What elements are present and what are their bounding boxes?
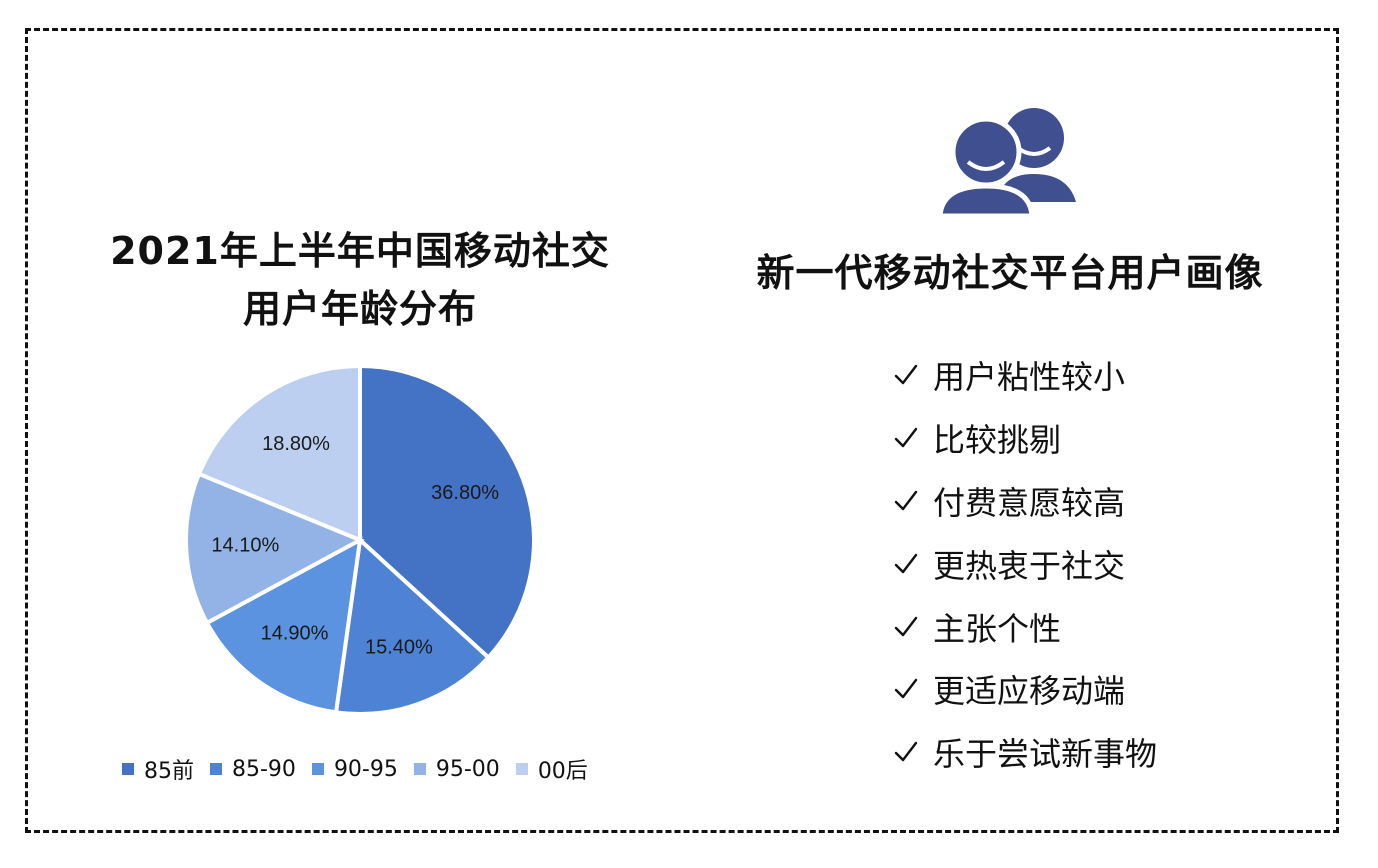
age-distribution-pie-chart: 36.80% 15.40% 14.90% 14.10% 18.80% [184, 363, 536, 716]
check-icon [894, 553, 918, 573]
legend-item-1: 85-90 [210, 757, 296, 782]
legend-item-3: 95-00 [413, 756, 500, 782]
legend-item-2: 90-95 [311, 756, 398, 782]
check-icon [894, 679, 918, 699]
pie-slice-3 [184, 471, 365, 626]
trait-item-2: 付费意愿较高 [893, 470, 1157, 533]
check-icon [894, 490, 918, 511]
trait-label: 比较挑剔 [933, 421, 1062, 460]
trait-label: 付费意愿较高 [933, 483, 1126, 522]
legend-swatch-2 [311, 763, 324, 775]
pie-slice-4 [196, 363, 362, 543]
dashed-frame [25, 28, 1339, 833]
pie-label-0: 36.80% [431, 482, 499, 504]
legend-label-2: 90-95 [333, 756, 398, 782]
chart-legend: 85前 85-90 90-95 95-00 00后 [122, 753, 604, 785]
pie-label-2: 14.90% [261, 623, 329, 645]
trait-label: 更适应移动端 [933, 672, 1126, 711]
legend-item-4: 00后 [515, 753, 588, 785]
pie-slice-1 [333, 535, 492, 716]
trait-item-3: 更热衷于社交 [893, 532, 1157, 595]
pie-slice-2 [204, 536, 363, 715]
check-icon [894, 616, 918, 636]
trait-item-4: 主张个性 [893, 595, 1157, 658]
chart-title-line-1: 2021年上半年中国移动社交 [110, 229, 610, 273]
trait-item-5: 更适应移动端 [893, 658, 1157, 721]
check-icon [894, 427, 918, 448]
trait-item-6: 乐于尝试新事物 [893, 721, 1157, 784]
legend-swatch-4 [515, 763, 528, 775]
legend-label-0: 85前 [144, 759, 194, 784]
legend-item-0: 85前 [122, 753, 194, 785]
legend-label-3: 95-00 [435, 756, 500, 782]
trait-label: 更热衷于社交 [933, 546, 1126, 585]
trait-label: 用户粘性较小 [933, 358, 1126, 397]
trait-label: 乐于尝试新事物 [933, 735, 1158, 774]
chart-title: 2021年上半年中国移动社交 用户年龄分布 [80, 222, 640, 338]
trait-item-0: 用户粘性较小 [893, 344, 1157, 407]
trait-list: 用户粘性较小 比较挑剔付费意愿较高 更热衷于社交 主张个性更适应移动端 乐于尝试新事物 [893, 344, 1157, 784]
pie-label-4: 18.80% [262, 433, 330, 455]
legend-label-4: 00后 [537, 759, 588, 784]
trait-item-1: 比较挑剔 [893, 407, 1157, 470]
pie-label-3: 14.10% [211, 534, 279, 556]
legend-label-1: 85-90 [232, 756, 296, 782]
legend-swatch-1 [210, 763, 222, 775]
pie-label-1: 15.40% [365, 636, 433, 658]
trait-label: 主张个性 [933, 609, 1062, 648]
legend-swatch-3 [413, 763, 426, 775]
check-icon [894, 741, 918, 762]
check-icon [894, 365, 918, 385]
pie-slice-0 [358, 363, 536, 661]
chart-title-line-2: 用户年龄分布 [242, 287, 477, 331]
persona-title: 新一代移动社交平台用户画像 [756, 251, 1264, 295]
legend-swatch-0 [122, 763, 134, 775]
users-icon [937, 108, 1076, 219]
